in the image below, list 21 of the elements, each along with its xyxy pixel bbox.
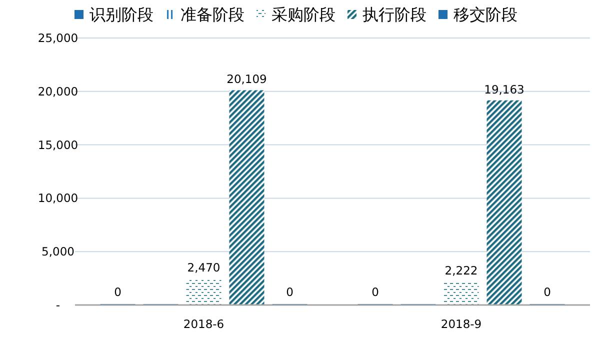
y-tick-label: - xyxy=(56,298,60,312)
legend-label: 移交阶段 xyxy=(454,5,518,24)
data-label: 0 xyxy=(372,285,379,299)
legend-label: 识别阶段 xyxy=(90,5,154,24)
data-label: 0 xyxy=(286,285,294,299)
y-tick-label: 15,000 xyxy=(38,138,78,152)
data-label: 19,163 xyxy=(484,82,524,96)
data-label: 0 xyxy=(544,285,551,299)
x-tick-label: 2018-9 xyxy=(440,317,482,331)
y-tick-label: 20,000 xyxy=(38,84,78,98)
legend-label: 准备阶段 xyxy=(180,5,244,24)
y-tick-label: 10,000 xyxy=(38,191,78,206)
data-label: 0 xyxy=(114,285,122,299)
x-tick-label: 2018-6 xyxy=(183,317,224,331)
y-tick-label: 5,000 xyxy=(42,244,74,259)
y-tick-label: 25,000 xyxy=(38,31,78,45)
legend-label: 采购阶段 xyxy=(272,5,336,24)
data-label: 2,470 xyxy=(187,260,220,275)
data-label: 2,222 xyxy=(444,263,478,278)
data-label: 20,109 xyxy=(226,72,267,86)
legend-label: 执行阶段 xyxy=(362,5,426,24)
